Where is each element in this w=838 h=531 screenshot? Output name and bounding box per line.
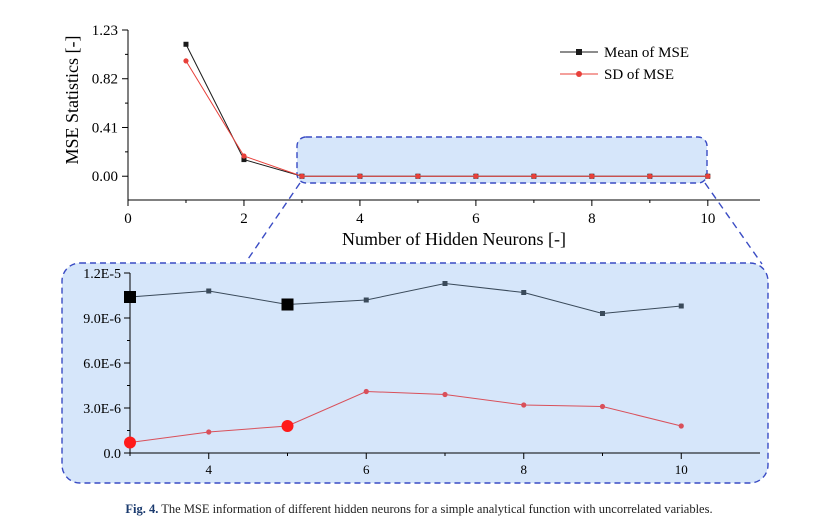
y-tick-label: 0.00: [92, 169, 118, 185]
data-point: [241, 157, 247, 163]
y-axis-label: MSE Statistics [-]: [62, 36, 82, 165]
x-tick-label: 10: [700, 211, 715, 227]
data-point: [183, 41, 189, 47]
data-point: [415, 173, 421, 179]
highlight-box: [296, 136, 708, 184]
inset-data-point: [599, 403, 606, 410]
inset-data-point: [442, 281, 448, 286]
x-tick-label: 6: [472, 211, 480, 227]
inset-data-point: [206, 288, 212, 294]
data-point: [357, 173, 363, 179]
inset-data-point: [521, 290, 527, 295]
series-line: [185, 60, 708, 177]
legend-marker: [576, 49, 582, 55]
inset-series-line: [129, 282, 682, 315]
inset-data-point: [678, 423, 684, 429]
y-tick-label: 0.41: [92, 120, 118, 136]
x-tick-label: 0: [124, 211, 132, 227]
inset-chart: 4 6 8 10 0.0 3.0E-6 6.0E-6 9.0E-6 1.2E-5: [83, 267, 760, 477]
data-point: [299, 173, 305, 179]
inset-data-point: [206, 429, 212, 435]
inset-data-point: [678, 303, 684, 309]
zoom-connector-left: [245, 182, 301, 263]
x-tick-label: 8: [588, 211, 596, 227]
inset-x-tick-label: 6: [363, 462, 370, 477]
data-point: [531, 173, 537, 179]
inset-data-point: [600, 311, 605, 316]
data-point: [241, 153, 247, 159]
inset-y-tick-label: 6.0E-6: [83, 357, 121, 372]
inset-data-point: [442, 391, 448, 398]
y-tick-label: 0.82: [92, 72, 118, 88]
caption-text: The MSE information of different hidden …: [158, 502, 713, 516]
main-chart: 0 2 4 6 8 10 0.00 0.41 0.82 1.23 Number of Hidden …: [62, 23, 760, 249]
x-tick-label: 4: [356, 211, 364, 227]
legend-marker: [576, 71, 582, 77]
inset-highlight-point: [281, 420, 294, 432]
inset-y-tick-label: 1.2E-5: [83, 267, 121, 282]
inset-highlight-point: [124, 436, 136, 449]
inset-y-tick-label: 3.0E-6: [83, 402, 121, 417]
inset-data-point: [521, 402, 527, 408]
inset-y-tick-label: 9.0E-6: [83, 312, 121, 327]
legend-label: Mean of MSE: [604, 45, 689, 61]
data-point: [183, 58, 189, 64]
inset-x-tick-label: 8: [521, 462, 528, 477]
figure-caption: Fig. 4. The MSE information of different…: [0, 502, 838, 517]
data-point: [473, 173, 479, 179]
inset-data-point: [363, 297, 369, 303]
inset-data-point: [363, 388, 369, 395]
inset-x-tick-label: 4: [206, 462, 213, 477]
data-point: [647, 173, 653, 179]
inset-highlight-point: [281, 298, 294, 311]
inset-panel: [61, 262, 769, 484]
data-point: [589, 173, 595, 179]
x-axis-label: Number of Hidden Neurons [-]: [342, 229, 566, 249]
inset-x-tick-label: 10: [675, 462, 688, 477]
inset-highlight-point: [124, 291, 136, 303]
data-point: [705, 173, 711, 179]
inset-series-line: [129, 390, 682, 443]
legend-label: SD of MSE: [604, 67, 674, 83]
caption-label: Fig. 4.: [125, 502, 159, 516]
inset-y-tick-label: 0.0: [104, 447, 122, 462]
y-tick-label: 1.23: [92, 23, 118, 39]
x-tick-label: 2: [240, 211, 248, 227]
zoom-connector-right: [704, 182, 763, 265]
